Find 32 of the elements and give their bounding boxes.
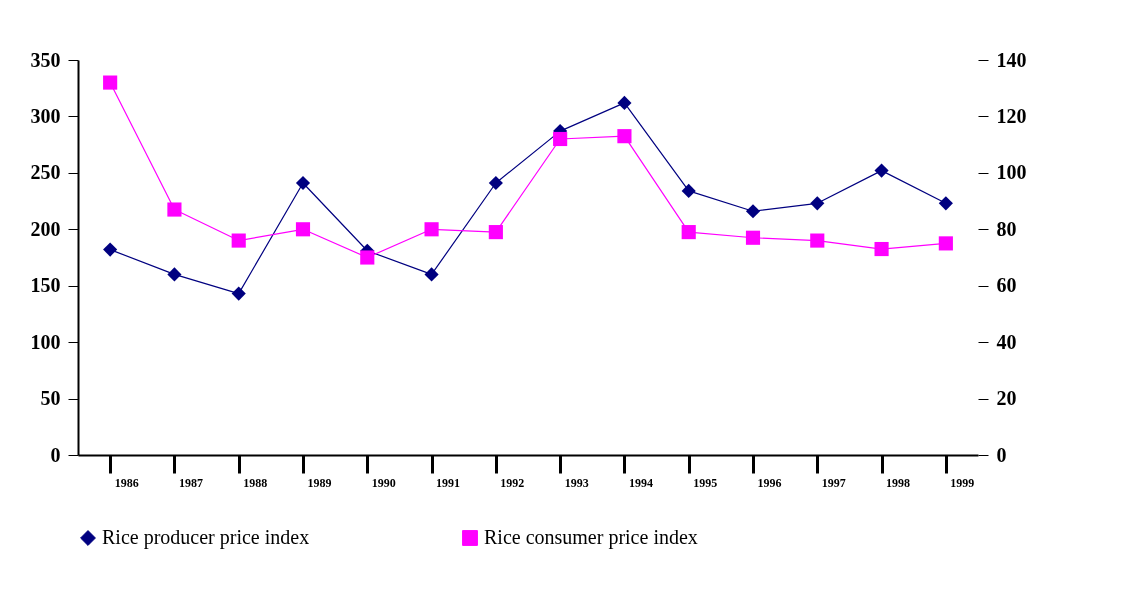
- x-tick-label: 1996: [757, 475, 782, 490]
- y2-tick-label: 0: [996, 443, 1007, 466]
- x-tick-label: 1991: [436, 475, 461, 490]
- y-tick-label: 350: [30, 48, 61, 71]
- x-tick-label: 1989: [307, 475, 332, 490]
- x-tick-label: 1997: [821, 475, 846, 490]
- y2-tick-label: 80: [996, 217, 1017, 240]
- x-tick-label: 1998: [886, 475, 911, 490]
- y-tick-label: 200: [30, 217, 61, 240]
- x-tick-label: 1995: [693, 475, 718, 490]
- y-tick-label: 300: [30, 104, 61, 127]
- legend-label: Rice consumer price index: [484, 526, 698, 549]
- y2-tick-label: 140: [996, 48, 1027, 71]
- y-tick-label: 100: [30, 330, 61, 353]
- y2-tick-label: 40: [996, 330, 1017, 353]
- y2-tick-label: 60: [996, 274, 1017, 297]
- x-tick-label: 1994: [628, 475, 653, 490]
- y-tick-label: 150: [30, 274, 61, 297]
- legend-label: Rice producer price index: [102, 526, 310, 549]
- y-tick-label: 250: [30, 161, 61, 184]
- y-tick-label: 50: [40, 387, 61, 410]
- y2-tick-label: 120: [996, 104, 1027, 127]
- x-tick-label: 1987: [178, 475, 203, 490]
- y-tick-label: 0: [50, 443, 61, 466]
- x-tick-label: 1993: [564, 475, 589, 490]
- x-tick-label: 1999: [950, 475, 975, 490]
- y2-tick-label: 100: [996, 161, 1027, 184]
- y2-tick-label: 20: [996, 387, 1017, 410]
- x-tick-label: 1992: [500, 475, 525, 490]
- x-tick-label: 1988: [243, 475, 268, 490]
- x-tick-label: 1986: [114, 475, 139, 490]
- x-tick-label: 1990: [371, 475, 396, 490]
